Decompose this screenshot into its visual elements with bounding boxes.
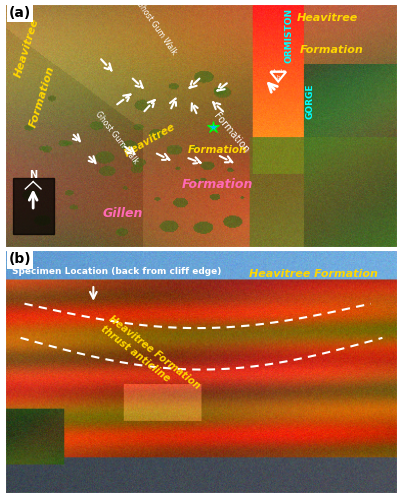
Text: Formation: Formation (299, 45, 363, 55)
Text: Specimen Location (back from cliff edge): Specimen Location (back from cliff edge) (12, 268, 222, 276)
Text: (b): (b) (9, 252, 31, 266)
Text: Heavitree Formation: Heavitree Formation (249, 270, 378, 280)
Text: GORGE: GORGE (305, 84, 314, 119)
Text: Heavitree Formation
thrust anticline: Heavitree Formation thrust anticline (99, 314, 202, 400)
Text: Heavitree: Heavitree (123, 122, 178, 158)
Text: N: N (29, 170, 37, 180)
Text: photo
b: photo b (270, 69, 286, 80)
Text: Ghost Gum Walk: Ghost Gum Walk (94, 110, 140, 166)
Text: ORMISTON: ORMISTON (285, 8, 293, 63)
Text: Formation: Formation (211, 110, 251, 155)
Text: Formation: Formation (181, 178, 253, 190)
Text: Gillen: Gillen (103, 207, 143, 220)
Text: Heavitree: Heavitree (13, 16, 40, 78)
Text: Formation: Formation (187, 145, 247, 155)
Text: Formation: Formation (28, 64, 56, 128)
Text: Ghost Gum Walk: Ghost Gum Walk (134, 0, 178, 56)
Text: Heavitree: Heavitree (297, 13, 358, 23)
FancyBboxPatch shape (13, 178, 54, 234)
Text: (a): (a) (9, 6, 31, 20)
